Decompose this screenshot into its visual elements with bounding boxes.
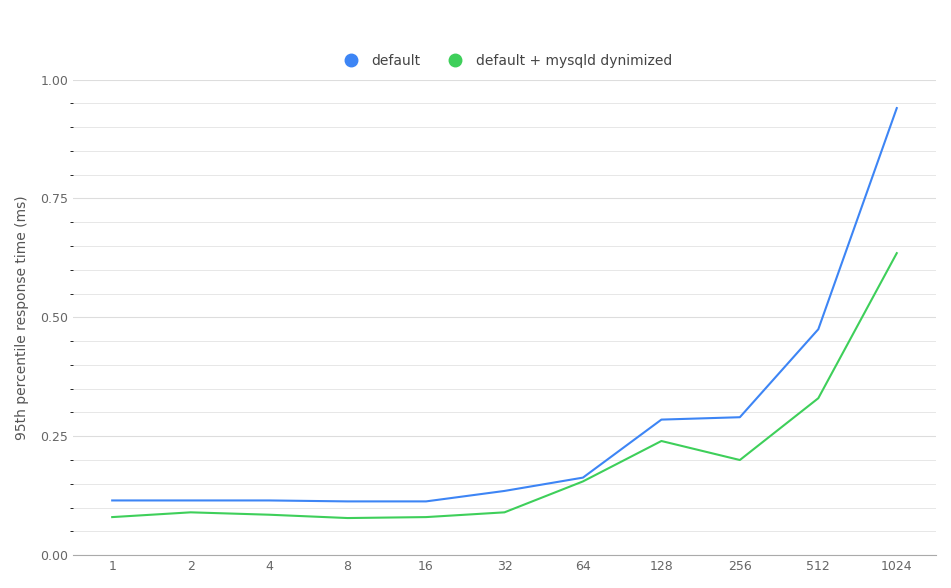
default [498,487,510,495]
default [263,497,275,504]
default + mysqld dynimized [812,395,824,402]
default + mysqld dynimized [655,437,667,445]
default + mysqld dynimized [498,509,510,516]
default + mysqld dynimized [107,513,118,520]
default + mysqld dynimized [577,478,589,485]
default + mysqld dynimized [734,456,746,463]
default + mysqld dynimized [420,513,432,520]
default [107,497,118,504]
Legend: default, default + mysqld dynimized: default, default + mysqld dynimized [331,48,678,74]
Line: default + mysqld dynimized: default + mysqld dynimized [112,253,897,518]
default [655,416,667,423]
default + mysqld dynimized [341,514,353,522]
default [577,474,589,481]
default [891,105,902,112]
default [812,326,824,333]
default [341,498,353,505]
default + mysqld dynimized [891,250,902,257]
default [184,497,196,504]
Y-axis label: 95th percentile response time (ms): 95th percentile response time (ms) [15,195,29,440]
Line: default: default [112,108,897,502]
default + mysqld dynimized [263,511,275,518]
default [734,414,746,421]
default + mysqld dynimized [184,509,196,516]
default [420,498,432,505]
